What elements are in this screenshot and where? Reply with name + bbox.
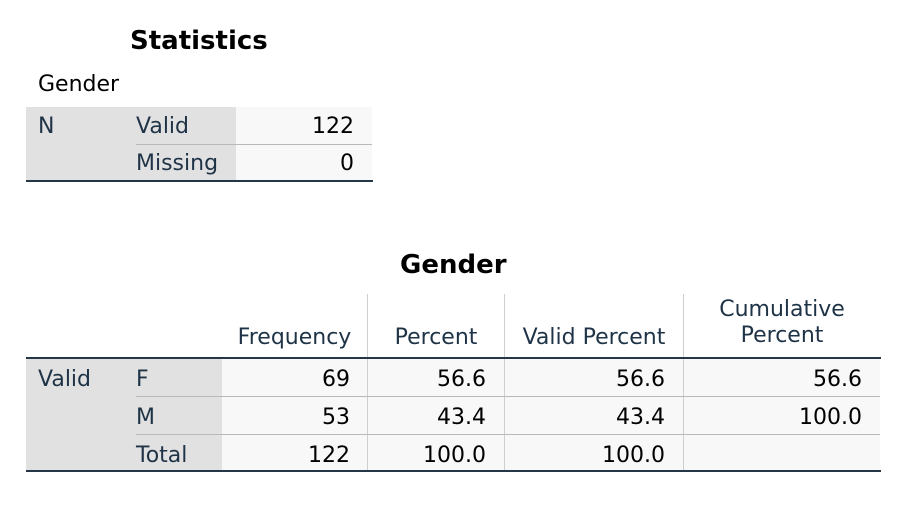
freq-header-sep-1 [367,294,368,358]
cell-percent: 56.6 [437,367,486,392]
cell-cumulative-percent: 100.0 [799,405,862,430]
col-header-frequency: Frequency [237,325,352,350]
stats-row-label-valid: Valid [136,114,190,139]
freq-body-sep-3 [683,359,684,471]
row-label-f: F [136,367,149,392]
col-header-valid-percent: Valid Percent [522,325,666,350]
stats-row-group-label: N [38,114,55,139]
cell-percent: 100.0 [423,443,486,468]
freq-body-sep-1 [367,359,368,471]
freq-row-group-label: Valid [38,367,92,392]
frequency-title: Gender [400,250,507,280]
stats-row-divider [136,144,372,145]
freq-header-sep-3 [683,294,684,358]
cell-valid-percent: 56.6 [616,367,665,392]
freq-values-bg [222,359,880,471]
row-label-total: Total [136,443,188,468]
cell-valid-percent: 100.0 [602,443,665,468]
col-header-percent: Percent [394,325,478,350]
freq-header-sep-2 [504,294,505,358]
statistics-title: Statistics [130,26,268,56]
col-header-cumulative-line2: Percent [740,323,824,348]
stats-value-valid: 122 [312,114,354,139]
stats-value-missing: 0 [340,151,354,176]
statistics-subtitle: Gender [38,72,120,97]
col-header-cumulative-line1: Cumulative [719,297,845,322]
freq-header-border [26,357,881,359]
stats-bottom-border [26,180,373,182]
cell-percent: 43.4 [437,405,486,430]
stats-row-label-missing: Missing [136,151,219,176]
freq-row-divider-2 [136,434,880,435]
freq-row-header-bg [26,359,222,471]
row-label-m: M [136,405,155,430]
freq-row-divider-1 [136,396,880,397]
cell-frequency: 69 [322,367,350,392]
freq-bottom-border [26,470,881,472]
cell-frequency: 122 [308,443,350,468]
cell-valid-percent: 43.4 [616,405,665,430]
cell-frequency: 53 [322,405,350,430]
cell-cumulative-percent: 56.6 [813,367,862,392]
freq-body-sep-2 [504,359,505,471]
